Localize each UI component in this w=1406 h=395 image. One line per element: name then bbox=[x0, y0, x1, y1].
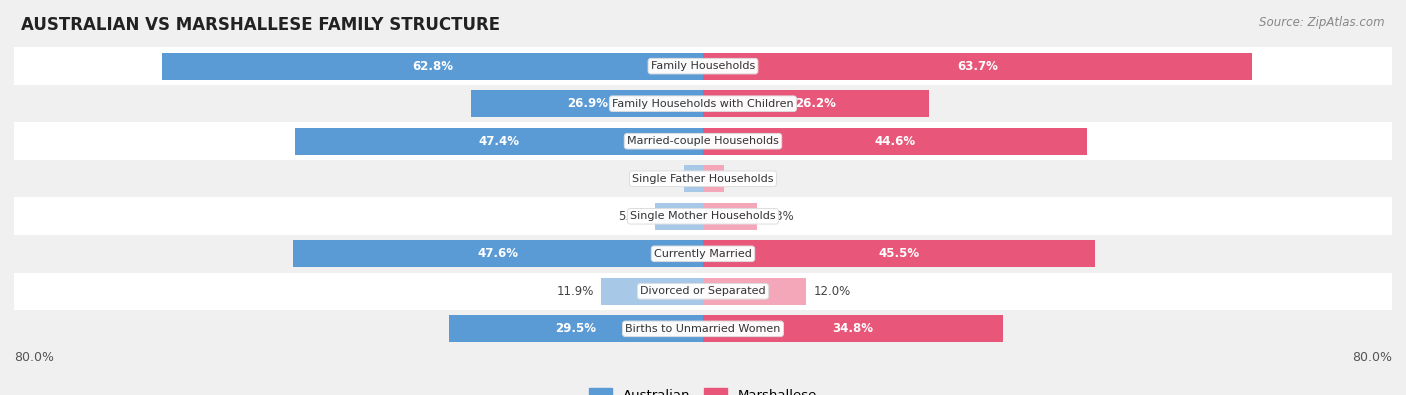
Legend: Australian, Marshallese: Australian, Marshallese bbox=[583, 383, 823, 395]
Text: Divorced or Separated: Divorced or Separated bbox=[640, 286, 766, 296]
Bar bbox=[449, 315, 703, 342]
Bar bbox=[14, 47, 1392, 85]
Bar bbox=[703, 278, 807, 305]
Text: AUSTRALIAN VS MARSHALLESE FAMILY STRUCTURE: AUSTRALIAN VS MARSHALLESE FAMILY STRUCTU… bbox=[21, 16, 501, 34]
Bar bbox=[655, 203, 703, 230]
Bar bbox=[703, 315, 1002, 342]
Bar bbox=[703, 90, 928, 117]
Bar bbox=[14, 310, 1392, 348]
Text: 63.7%: 63.7% bbox=[957, 60, 998, 73]
Text: 29.5%: 29.5% bbox=[555, 322, 596, 335]
Bar bbox=[14, 122, 1392, 160]
Bar bbox=[703, 203, 758, 230]
Text: 80.0%: 80.0% bbox=[14, 351, 53, 364]
Text: 44.6%: 44.6% bbox=[875, 135, 915, 148]
Text: 26.9%: 26.9% bbox=[567, 97, 607, 110]
Text: 80.0%: 80.0% bbox=[1353, 351, 1392, 364]
Text: 62.8%: 62.8% bbox=[412, 60, 453, 73]
Bar bbox=[703, 128, 1087, 155]
Text: 11.9%: 11.9% bbox=[557, 285, 593, 298]
Text: Single Mother Households: Single Mother Households bbox=[630, 211, 776, 221]
Text: Family Households with Children: Family Households with Children bbox=[612, 99, 794, 109]
Bar bbox=[14, 198, 1392, 235]
Bar bbox=[471, 90, 703, 117]
Bar bbox=[703, 165, 724, 192]
Text: 5.6%: 5.6% bbox=[619, 210, 648, 223]
Bar bbox=[685, 165, 703, 192]
Bar bbox=[703, 240, 1095, 267]
Text: 12.0%: 12.0% bbox=[813, 285, 851, 298]
Text: Source: ZipAtlas.com: Source: ZipAtlas.com bbox=[1260, 16, 1385, 29]
Text: 6.3%: 6.3% bbox=[763, 210, 794, 223]
Text: 2.4%: 2.4% bbox=[731, 172, 761, 185]
Bar bbox=[292, 240, 703, 267]
Text: Births to Unmarried Women: Births to Unmarried Women bbox=[626, 324, 780, 334]
Text: 45.5%: 45.5% bbox=[879, 247, 920, 260]
Bar bbox=[14, 235, 1392, 273]
Text: 2.2%: 2.2% bbox=[647, 172, 678, 185]
Bar bbox=[14, 160, 1392, 198]
Text: Family Households: Family Households bbox=[651, 61, 755, 71]
Bar bbox=[162, 53, 703, 80]
Text: 26.2%: 26.2% bbox=[796, 97, 837, 110]
Bar bbox=[600, 278, 703, 305]
Text: 47.4%: 47.4% bbox=[478, 135, 519, 148]
Text: Single Father Households: Single Father Households bbox=[633, 174, 773, 184]
Text: Married-couple Households: Married-couple Households bbox=[627, 136, 779, 146]
Bar bbox=[14, 85, 1392, 122]
Text: 47.6%: 47.6% bbox=[478, 247, 519, 260]
Text: Currently Married: Currently Married bbox=[654, 249, 752, 259]
Bar bbox=[295, 128, 703, 155]
Text: 34.8%: 34.8% bbox=[832, 322, 873, 335]
Bar bbox=[14, 273, 1392, 310]
Bar bbox=[703, 53, 1251, 80]
